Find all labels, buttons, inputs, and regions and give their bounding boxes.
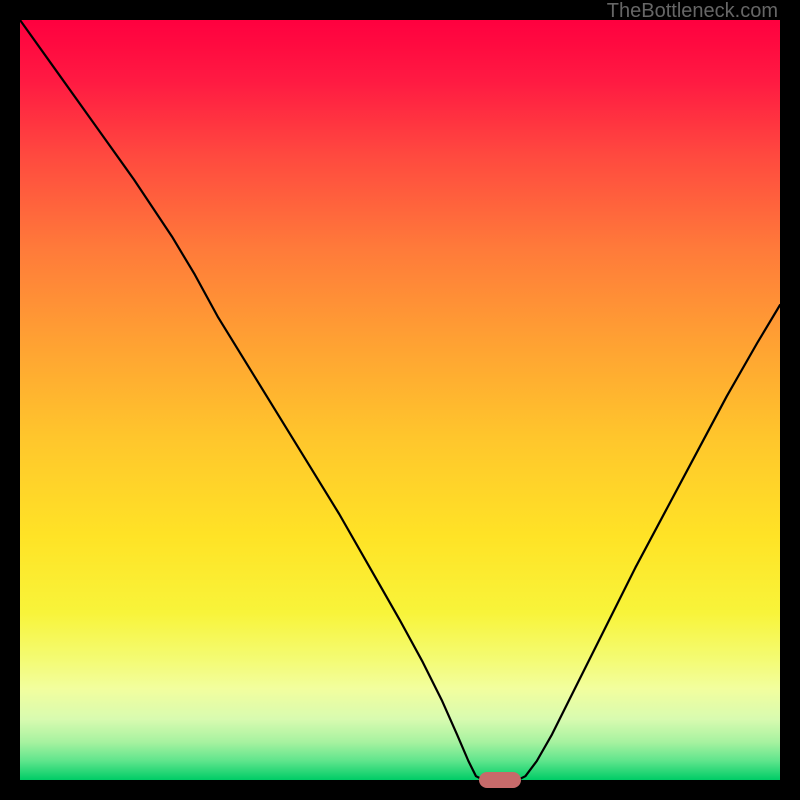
watermark-text: TheBottleneck.com xyxy=(607,0,778,23)
min-marker xyxy=(479,772,521,788)
chart-plot-area xyxy=(20,20,780,780)
curve-line xyxy=(20,20,780,780)
